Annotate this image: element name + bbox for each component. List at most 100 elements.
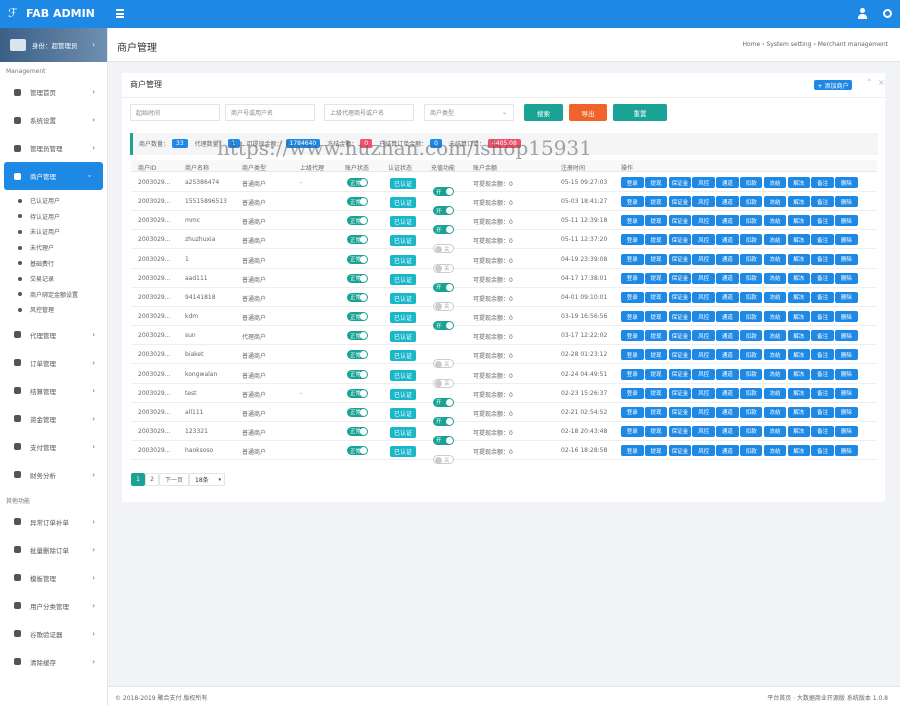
operation-button[interactable]: 解冻 [787, 445, 811, 457]
operation-button[interactable]: 解冻 [787, 330, 811, 342]
operation-button[interactable]: 通道 [716, 425, 739, 437]
operation-button[interactable]: 通道 [716, 253, 739, 265]
operation-button[interactable]: 风控 [692, 425, 715, 437]
page-size-select[interactable]: 18条 ▾ [189, 473, 225, 486]
status-switch[interactable]: 正常 [347, 446, 368, 456]
footer-links[interactable]: 平台首页 · 大数据商业开源版 系统版本 1.0.8 [767, 695, 888, 702]
filter-button[interactable]: 导出 [569, 104, 607, 121]
operation-button[interactable]: 扣款 [739, 387, 763, 399]
operation-button[interactable]: 解冻 [787, 425, 811, 437]
operation-button[interactable]: 解冻 [787, 387, 811, 399]
operation-button[interactable]: 保证金 [668, 368, 692, 380]
recharge-switch[interactable]: 开 [433, 282, 454, 292]
operation-button[interactable]: 冻结 [763, 291, 787, 303]
operation-button[interactable]: 冻结 [763, 425, 787, 437]
operation-button[interactable]: 通道 [716, 272, 739, 284]
operation-button[interactable]: 冻结 [763, 234, 787, 246]
recharge-switch[interactable]: 关 [433, 301, 454, 311]
operation-button[interactable]: 提现 [644, 196, 668, 208]
recharge-switch[interactable]: 关 [433, 263, 454, 273]
submenu-item[interactable]: 已认证用户 [0, 193, 107, 209]
operation-button[interactable]: 备注 [811, 387, 834, 399]
operation-button[interactable]: 提现 [644, 272, 668, 284]
operation-button[interactable]: 通道 [716, 311, 739, 323]
operation-button[interactable]: 登录 [621, 330, 644, 342]
menu-item[interactable]: 结算管理 › [0, 377, 107, 405]
operation-button[interactable]: 冻结 [763, 445, 787, 457]
operation-button[interactable]: 提现 [644, 349, 668, 361]
operation-button[interactable]: 保证金 [668, 349, 692, 361]
submenu-item[interactable]: 风控管理 [0, 302, 107, 318]
operation-button[interactable]: 扣款 [739, 196, 763, 208]
operation-button[interactable]: 提现 [644, 215, 668, 227]
menu-item[interactable]: 批量删除订单 › [0, 536, 107, 564]
operation-button[interactable]: 登录 [621, 425, 644, 437]
operation-button[interactable]: 登录 [621, 311, 644, 323]
recharge-switch[interactable]: 开 [433, 225, 454, 235]
operation-button[interactable]: 通道 [716, 291, 739, 303]
operation-button[interactable]: 提现 [644, 425, 668, 437]
operation-button[interactable]: 解冻 [787, 311, 811, 323]
filter-input[interactable]: 商户号或用户名 [225, 104, 315, 121]
status-switch[interactable]: 正常 [347, 197, 368, 207]
filter-input[interactable]: 上级代理商号或户名 [324, 104, 414, 121]
menu-item[interactable]: 用户分类管理 › [0, 592, 107, 620]
operation-button[interactable]: 冻结 [763, 406, 787, 418]
recharge-switch[interactable]: 开 [433, 187, 454, 196]
operation-button[interactable]: 登录 [621, 253, 644, 265]
operation-button[interactable]: 冻结 [763, 272, 787, 284]
menu-item[interactable]: 模板管理 › [0, 564, 107, 592]
operation-button[interactable]: 保证金 [668, 330, 692, 342]
status-switch[interactable]: 正常 [347, 254, 368, 264]
status-switch[interactable]: 正常 [347, 292, 368, 302]
operation-button[interactable]: 删除 [835, 445, 858, 457]
operation-button[interactable]: 保证金 [668, 445, 692, 457]
recharge-switch[interactable]: 关 [433, 455, 454, 465]
operation-button[interactable]: 通道 [716, 349, 739, 361]
status-switch[interactable]: 正常 [347, 426, 368, 436]
operation-button[interactable]: 扣款 [739, 330, 763, 342]
recharge-switch[interactable]: 开 [433, 206, 454, 216]
operation-button[interactable]: 提现 [644, 368, 668, 380]
operation-button[interactable]: 删除 [835, 234, 858, 246]
operation-button[interactable]: 解冻 [787, 406, 811, 418]
operation-button[interactable]: 解冻 [787, 234, 811, 246]
next-button[interactable]: 下一页 [159, 473, 189, 486]
operation-button[interactable]: 提现 [644, 330, 668, 342]
operation-button[interactable]: 通道 [716, 406, 739, 418]
operation-button[interactable]: 通道 [716, 177, 739, 188]
operation-button[interactable]: 风控 [692, 311, 715, 323]
operation-button[interactable]: 登录 [621, 291, 644, 303]
settings-icon[interactable] [883, 9, 892, 18]
operation-button[interactable]: 删除 [835, 272, 858, 284]
operation-button[interactable]: 登录 [621, 349, 644, 361]
operation-button[interactable]: 保证金 [668, 177, 692, 188]
operation-button[interactable]: 通道 [716, 234, 739, 246]
operation-button[interactable]: 解冻 [787, 368, 811, 380]
status-switch[interactable]: 正常 [347, 369, 368, 379]
operation-button[interactable]: 扣款 [739, 406, 763, 418]
operation-button[interactable]: 扣款 [739, 311, 763, 323]
operation-button[interactable]: 提现 [644, 291, 668, 303]
recharge-switch[interactable]: 关 [433, 378, 454, 388]
status-switch[interactable]: 正常 [347, 350, 368, 360]
operation-button[interactable]: 删除 [835, 291, 858, 303]
recharge-switch[interactable]: 关 [433, 244, 454, 254]
operation-button[interactable]: 备注 [811, 234, 834, 246]
operation-button[interactable]: 扣款 [739, 291, 763, 303]
submenu-item[interactable]: 未代理户 [0, 240, 107, 256]
operation-button[interactable]: 解冻 [787, 196, 811, 208]
status-switch[interactable]: 正常 [347, 407, 368, 417]
operation-button[interactable]: 风控 [692, 330, 715, 342]
operation-button[interactable]: 通道 [716, 196, 739, 208]
operation-button[interactable]: 删除 [835, 177, 858, 188]
operation-button[interactable]: 保证金 [668, 425, 692, 437]
add-button[interactable]: + 添加商户 [814, 80, 852, 90]
operation-button[interactable]: 删除 [835, 311, 858, 323]
operation-button[interactable]: 扣款 [739, 425, 763, 437]
menu-item[interactable]: 订单管理 › [0, 349, 107, 377]
submenu-item[interactable]: 基础费行 [0, 255, 107, 271]
menu-item[interactable]: 异常订单补单 › [0, 508, 107, 536]
operation-button[interactable]: 扣款 [739, 177, 763, 188]
operation-button[interactable]: 保证金 [668, 387, 692, 399]
